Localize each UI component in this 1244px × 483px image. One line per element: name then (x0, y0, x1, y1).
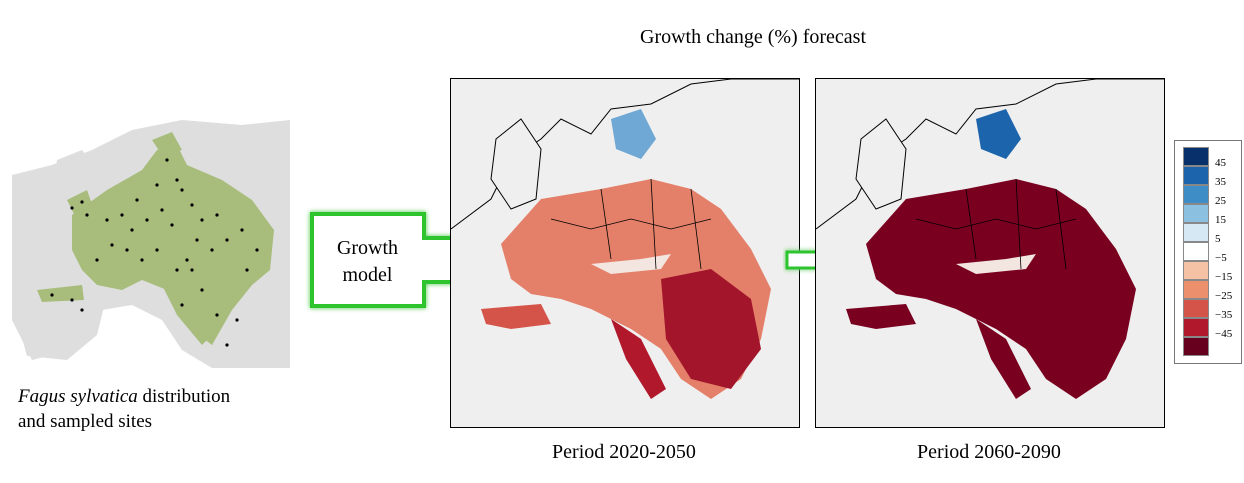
legend-item: −45 (1175, 318, 1241, 342)
caption-line2: and sampled sites (18, 411, 153, 432)
legend-swatch (1183, 337, 1209, 356)
legend-swatch (1183, 223, 1209, 242)
legend-item: −35 (1175, 299, 1241, 323)
legend-label: −45 (1215, 328, 1233, 340)
legend-swatch (1183, 299, 1209, 318)
legend-swatch (1183, 280, 1209, 299)
legend-label: 15 (1215, 214, 1226, 226)
iberia-red (846, 304, 916, 329)
legend-item: −25 (1175, 280, 1241, 304)
forecast-title: Growth change (%) forecast (640, 26, 867, 48)
alps-white (591, 254, 671, 274)
legend-label: −15 (1215, 271, 1233, 283)
legend-label: 35 (1215, 176, 1226, 188)
legend-swatch (1183, 261, 1209, 280)
spain-beech (37, 285, 84, 302)
legend-label: −5 (1215, 252, 1227, 264)
legend-label: 5 (1215, 233, 1221, 245)
model-line2: model (342, 264, 393, 286)
period-label-2: Period 2060-2090 (917, 441, 1061, 463)
distribution-map (12, 120, 290, 368)
legend-item: 5 (1175, 223, 1241, 247)
sample-sites (50, 158, 259, 347)
legend-label: −25 (1215, 290, 1233, 302)
legend-swatch (1183, 242, 1209, 261)
alps-mixed (956, 254, 1036, 274)
decline-strong (661, 269, 761, 389)
legend-item: 35 (1175, 166, 1241, 190)
italy-red (976, 319, 1031, 399)
legend-label: −35 (1215, 309, 1233, 321)
model-line1: Growth (336, 237, 399, 259)
legend-swatch (1183, 166, 1209, 185)
growth-change-region (866, 179, 1136, 399)
scandinavia-blue (611, 109, 656, 159)
species-name: Fagus sylvatica (18, 386, 138, 407)
period-label-1: Period 2020-2050 (552, 441, 696, 463)
legend-label: 25 (1215, 195, 1226, 207)
iberia-red (481, 304, 551, 329)
color-legend: 45 35 25 15 5 −5 −15 −25 −35 −45 (1174, 140, 1242, 364)
legend-swatch (1183, 318, 1209, 337)
distribution-caption: Fagus sylvatica distribution and sampled… (18, 384, 230, 434)
forecast-map-2060-2090 (815, 78, 1165, 428)
scandinavia-beech (152, 132, 182, 155)
beech-distribution (72, 145, 274, 345)
borders (550, 178, 712, 270)
scandinavia-blue (976, 109, 1021, 159)
legend-item: 25 (1175, 185, 1241, 209)
legend-item: −5 (1175, 242, 1241, 266)
borders (915, 178, 1077, 270)
legend-swatch (1183, 185, 1209, 204)
britain-beech (67, 190, 94, 220)
forecast-map-2020-2050 (450, 78, 800, 428)
iberia-land (17, 278, 107, 360)
italy-red (611, 319, 666, 399)
italy-beech (162, 285, 212, 345)
legend-swatch (1183, 204, 1209, 223)
legend-item: −15 (1175, 261, 1241, 285)
legend-item: 45 (1175, 147, 1241, 171)
growth-model-label: Growth model (315, 235, 420, 289)
legend-item: 15 (1175, 204, 1241, 228)
legend-item (1175, 337, 1241, 361)
legend-swatch (1183, 147, 1209, 166)
legend-label: 45 (1215, 157, 1226, 169)
caption-line1-rest: distribution (137, 386, 231, 407)
britain-outline (855, 118, 907, 210)
britain-outline (490, 118, 542, 210)
